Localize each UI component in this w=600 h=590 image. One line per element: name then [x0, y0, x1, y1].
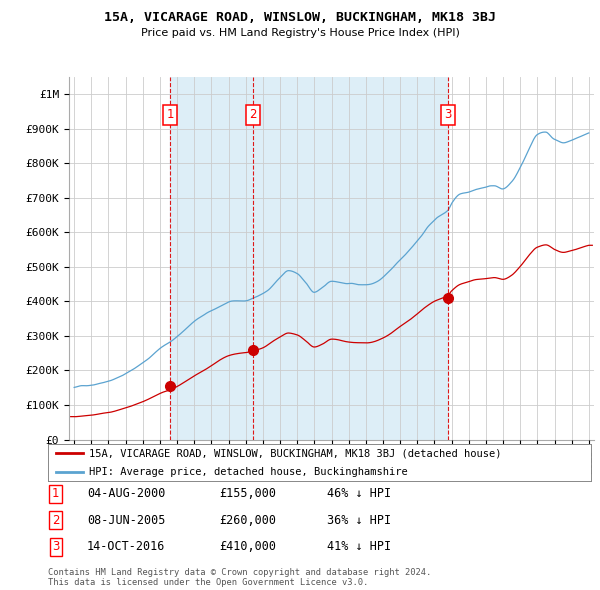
- Text: 41% ↓ HPI: 41% ↓ HPI: [327, 540, 391, 553]
- Text: 1: 1: [52, 487, 59, 500]
- Text: HPI: Average price, detached house, Buckinghamshire: HPI: Average price, detached house, Buck…: [89, 467, 407, 477]
- Text: 04-AUG-2000: 04-AUG-2000: [87, 487, 166, 500]
- Text: 46% ↓ HPI: 46% ↓ HPI: [327, 487, 391, 500]
- Text: 15A, VICARAGE ROAD, WINSLOW, BUCKINGHAM, MK18 3BJ (detached house): 15A, VICARAGE ROAD, WINSLOW, BUCKINGHAM,…: [89, 448, 501, 458]
- Text: £155,000: £155,000: [219, 487, 276, 500]
- Text: £410,000: £410,000: [219, 540, 276, 553]
- Bar: [170, 77, 448, 440]
- Text: 36% ↓ HPI: 36% ↓ HPI: [327, 514, 391, 527]
- Text: Price paid vs. HM Land Registry's House Price Index (HPI): Price paid vs. HM Land Registry's House …: [140, 28, 460, 38]
- Text: Contains HM Land Registry data © Crown copyright and database right 2024.
This d: Contains HM Land Registry data © Crown c…: [48, 568, 431, 587]
- Text: 3: 3: [52, 540, 59, 553]
- Text: 14-OCT-2016: 14-OCT-2016: [87, 540, 166, 553]
- Text: £260,000: £260,000: [219, 514, 276, 527]
- Text: 08-JUN-2005: 08-JUN-2005: [87, 514, 166, 527]
- Text: 2: 2: [250, 108, 257, 121]
- Text: 15A, VICARAGE ROAD, WINSLOW, BUCKINGHAM, MK18 3BJ: 15A, VICARAGE ROAD, WINSLOW, BUCKINGHAM,…: [104, 11, 496, 24]
- Text: 2: 2: [52, 514, 59, 527]
- Text: 3: 3: [444, 108, 452, 121]
- Text: 1: 1: [166, 108, 174, 121]
